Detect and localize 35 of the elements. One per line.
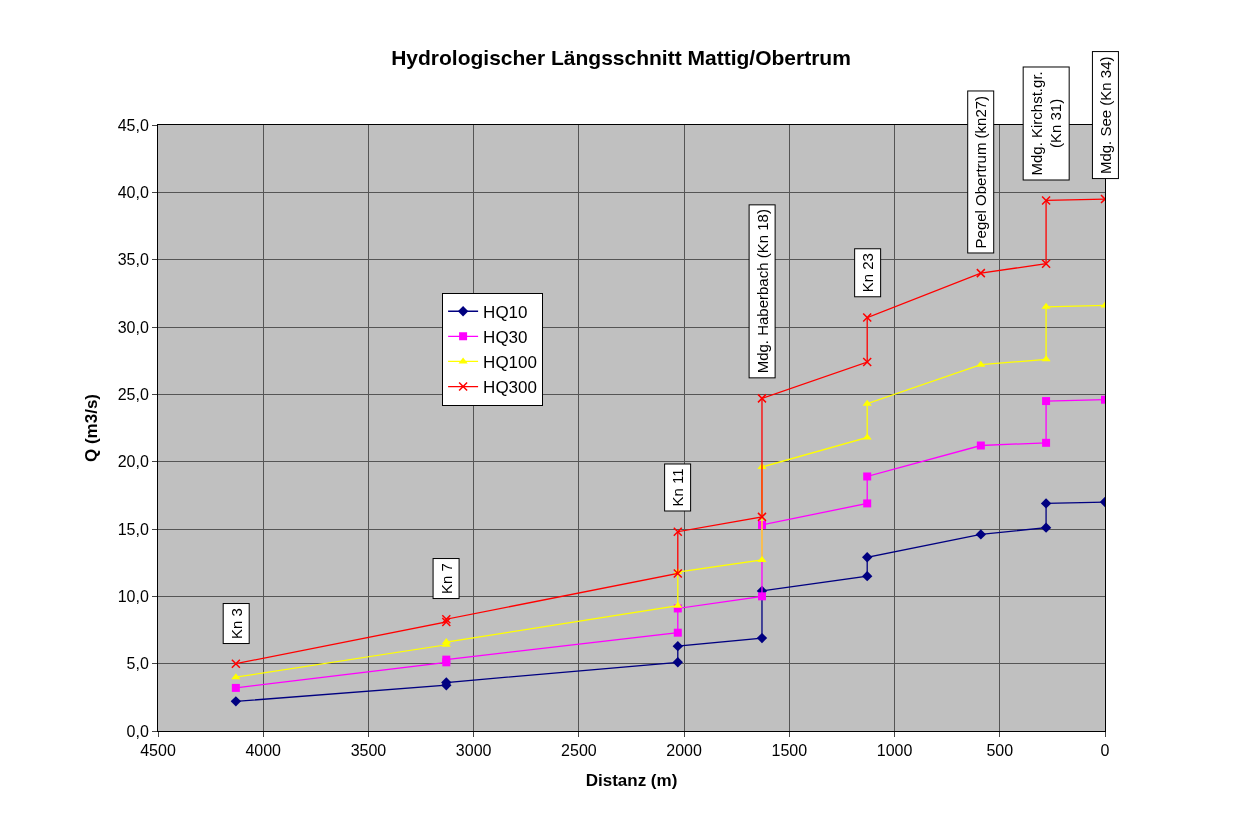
x-tick-label: 3500 xyxy=(350,742,387,760)
legend-label: HQ100 xyxy=(483,353,537,373)
y-tick-label: 20,0 xyxy=(117,453,149,471)
annotation: Mdg. Kirchst.gr. (Kn 31) xyxy=(1027,71,1065,176)
x-tick-label: 1500 xyxy=(771,742,808,760)
x-tick-label: 2000 xyxy=(666,742,703,760)
x-tick-label: 2500 xyxy=(561,742,597,760)
y-axis-title: Q (m3/s) xyxy=(82,393,102,463)
annotation: Kn 11 xyxy=(669,468,687,507)
y-tick-label: 5,0 xyxy=(126,655,149,673)
y-tick-label: 25,0 xyxy=(117,385,149,403)
y-tick-label: 45,0 xyxy=(117,116,149,134)
legend-label: HQ30 xyxy=(483,328,528,347)
y-tick-label: 35,0 xyxy=(117,251,149,269)
x-tick-label: 3000 xyxy=(455,742,492,760)
x-tick-label: 500 xyxy=(986,742,1014,760)
y-tick-label: 10,0 xyxy=(117,587,149,605)
annotation: Pegel Obertrum (kn27) xyxy=(972,95,990,249)
y-tick-label: 0,0 xyxy=(126,722,149,740)
chart-title: Hydrologischer Längsschnitt Mattig/Obertrum xyxy=(391,45,851,69)
x-tick-label: 0 xyxy=(1100,742,1110,760)
annotation: Kn 23 xyxy=(859,253,877,293)
x-tick-label: 1000 xyxy=(876,742,913,760)
annotation: Kn 7 xyxy=(437,563,455,595)
annotation: Mdg. See (Kn 34) xyxy=(1096,56,1114,175)
legend-label: HQ10 xyxy=(483,302,528,322)
annotation: Mdg. Haberbach (Kn 18) xyxy=(753,209,771,374)
x-axis-title: Distanz (m) xyxy=(585,770,678,790)
y-tick-label: 40,0 xyxy=(117,183,149,201)
legend-label: HQ300 xyxy=(483,378,537,398)
x-tick-label: 4000 xyxy=(245,742,282,760)
y-tick-label: 15,0 xyxy=(117,520,149,538)
annotation: Kn 3 xyxy=(227,608,245,640)
y-tick-label: 30,0 xyxy=(117,318,149,336)
x-tick-label: 4500 xyxy=(140,742,176,760)
